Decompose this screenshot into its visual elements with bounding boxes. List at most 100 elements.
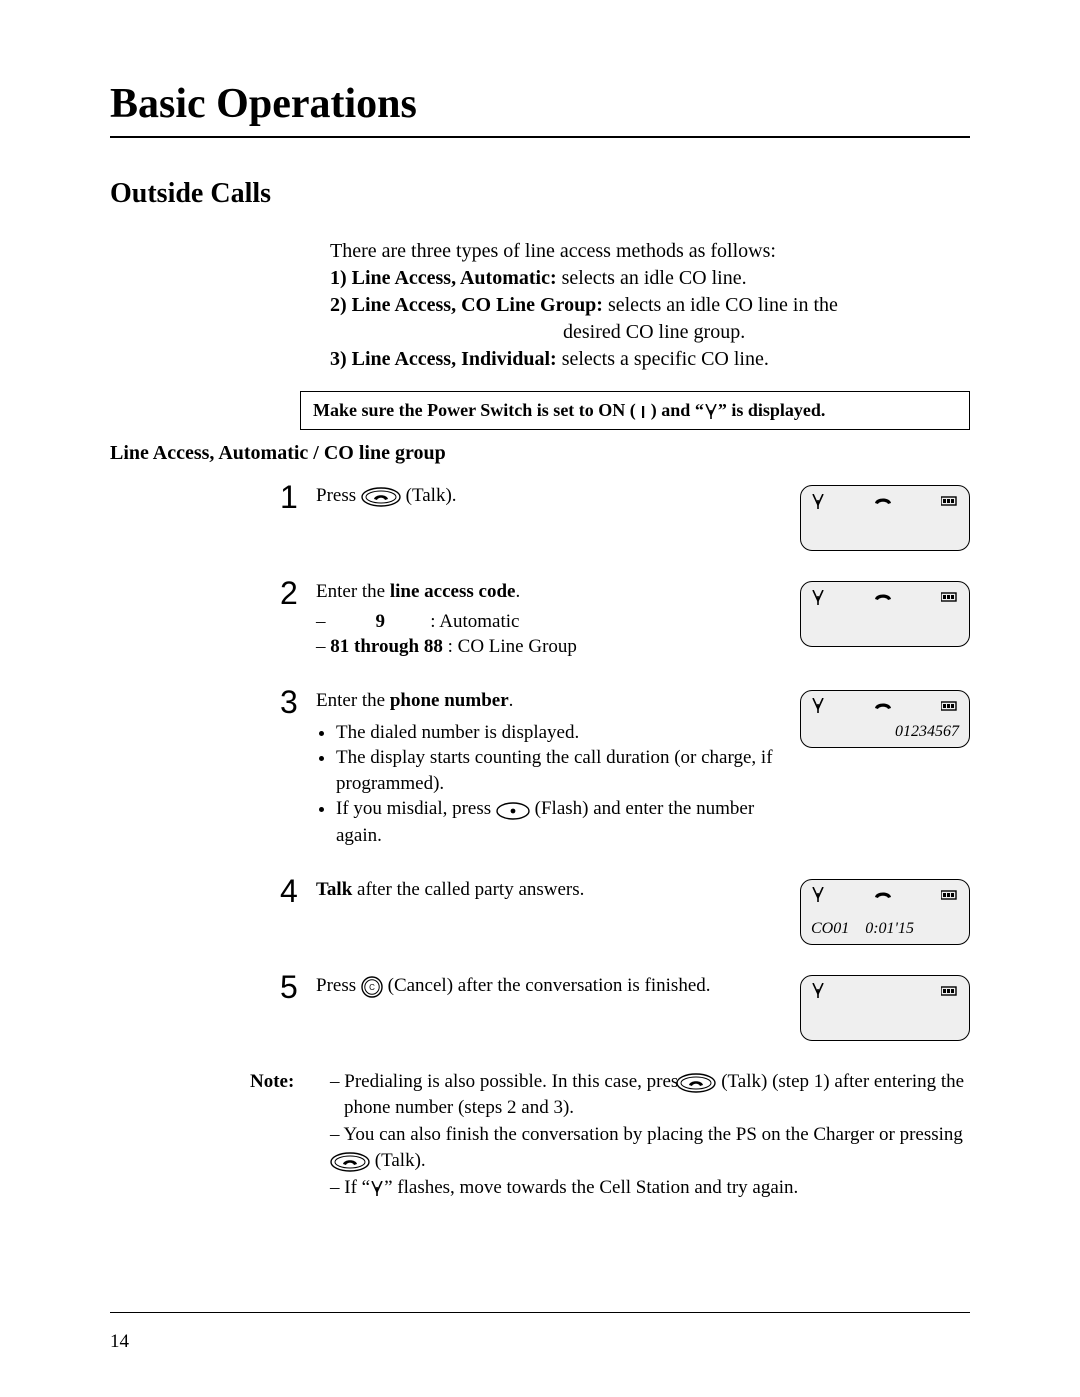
note-2a: – You can also finish the conversation b… <box>330 1124 963 1145</box>
display-step-3: 01234567 <box>800 690 970 748</box>
intro-item-3: 3) Line Access, Individual: selects a sp… <box>330 346 970 373</box>
step-1: 1 Press (Talk). <box>280 483 970 551</box>
step-2-auto-code: 9 <box>330 609 430 635</box>
note-2: – You can also finish the conversation b… <box>330 1122 970 1175</box>
step-3-line1a: Enter the <box>316 690 390 711</box>
footer-rule <box>110 1312 970 1313</box>
power-notice: Make sure the Power Switch is set to ON … <box>300 391 970 430</box>
antenna-icon <box>811 494 825 509</box>
step-2-number: 2 <box>280 577 316 609</box>
step-3-bullet-2: The display starts counting the call dur… <box>336 745 784 796</box>
note-block: Note: – Predialing is also possible. In … <box>250 1069 970 1201</box>
battery-icon <box>941 700 959 712</box>
step-2-line1b: line access code <box>390 581 516 602</box>
battery-icon <box>941 591 959 603</box>
display-step-5 <box>800 975 970 1041</box>
display-line-empty <box>811 1016 959 1036</box>
intro-lead: There are three types of line access met… <box>330 238 970 265</box>
handset-icon <box>873 889 893 901</box>
display-line-empty <box>811 526 959 546</box>
antenna-icon <box>370 1181 384 1196</box>
note-body: – Predialing is also possible. In this c… <box>330 1069 970 1201</box>
battery-icon <box>941 985 959 997</box>
subheading: Line Access, Automatic / CO line group <box>110 442 970 465</box>
page-title: Basic Operations <box>110 80 970 128</box>
display-step-4: CO01 0:01'15 <box>800 879 970 945</box>
step-4-text: Talk after the called party answers. <box>316 877 800 903</box>
display-call-duration: CO01 0:01'15 <box>811 920 959 940</box>
steps-list: 1 Press (Talk). 2 Enter the line access … <box>280 483 970 1041</box>
talk-button-icon <box>361 484 401 510</box>
note-label: Note: <box>250 1069 330 1201</box>
step-4-bold: Talk <box>316 879 352 900</box>
flash-button-icon <box>496 797 530 823</box>
step-3-bullet-1: The dialed number is displayed. <box>336 720 784 746</box>
battery-icon <box>941 495 959 507</box>
handset-icon <box>873 591 893 603</box>
antenna-icon <box>811 590 825 605</box>
step-1-text: Press (Talk). <box>316 483 800 509</box>
step-2-range-b: : CO Line Group <box>443 636 577 657</box>
talk-button-icon <box>344 1148 370 1174</box>
note-2b: (Talk). <box>370 1150 426 1171</box>
intro-item-1-label: 1) Line Access, Automatic: <box>330 267 557 289</box>
handset-icon <box>873 700 893 712</box>
intro-item-2: 2) Line Access, CO Line Group: selects a… <box>330 292 970 346</box>
step-5: 5 Press (Cancel) after the conver­sation… <box>280 973 970 1041</box>
step-5-text: Press (Cancel) after the conver­sation i… <box>316 973 800 999</box>
antenna-icon <box>811 887 825 902</box>
intro-item-1: 1) Line Access, Automatic: selects an id… <box>330 265 970 292</box>
step-3-b3a: If you misdial, press <box>336 798 496 819</box>
step-5-after: (Cancel) after the conver­sation is fini… <box>383 975 711 996</box>
step-3-text: Enter the phone number. The dialed numbe… <box>316 688 800 849</box>
intro-item-3-after: selects a specific CO line. <box>557 348 769 370</box>
display-step-2 <box>800 581 970 647</box>
note-3b: ” flashes, move towards the Cell Station… <box>384 1177 798 1198</box>
step-2: 2 Enter the line access code. – 9: Autom… <box>280 579 970 660</box>
step-2-auto: – 9: Automatic <box>316 609 784 635</box>
step-2-line1a: Enter the <box>316 581 390 602</box>
note-3a: – If “ <box>330 1177 370 1198</box>
step-3-bullet-3: If you misdial, press (Flash) and enter … <box>336 796 784 848</box>
step-1-number: 1 <box>280 481 316 513</box>
antenna-icon <box>811 983 825 998</box>
notice-text-3: ” is displayed. <box>718 400 826 420</box>
step-4: 4 Talk after the called party answers. C… <box>280 877 970 945</box>
intro-item-3-label: 3) Line Access, Individual: <box>330 348 557 370</box>
battery-icon <box>941 889 959 901</box>
intro-item-1-after: selects an idle CO line. <box>557 267 747 289</box>
note-1: – Predialing is also possible. In this c… <box>330 1069 970 1122</box>
step-3: 3 Enter the phone number. The dialed num… <box>280 688 970 849</box>
display-step-1 <box>800 485 970 551</box>
note-3: – If “ ” flashes, move towards the Cell S… <box>330 1175 970 1201</box>
step-4-number: 4 <box>280 875 316 907</box>
display-line-empty <box>811 622 959 642</box>
section-title: Outside Calls <box>110 178 970 210</box>
step-2-range-a: 81 through 88 <box>330 636 443 657</box>
step-3-line1c: . <box>509 690 514 711</box>
step-4-after: after the called party answers. <box>352 879 584 900</box>
talk-button-icon <box>690 1069 716 1095</box>
cancel-button-icon <box>361 973 383 999</box>
note-1a: – Predialing is also possible. In this c… <box>330 1071 690 1092</box>
title-rule <box>110 136 970 138</box>
antenna-icon <box>704 404 718 419</box>
antenna-icon <box>811 698 825 713</box>
step-2-line1c: . <box>515 581 520 602</box>
intro-item-2-after: selects an idle CO line in the <box>603 294 838 316</box>
step-2-text: Enter the line access code. – 9: Automat… <box>316 579 800 660</box>
handset-icon <box>873 495 893 507</box>
step-5-before: Press <box>316 975 361 996</box>
intro-item-2-label: 2) Line Access, CO Line Group: <box>330 294 603 316</box>
step-2-auto-label: : Automatic <box>430 611 519 632</box>
notice-text-1: Make sure the Power Switch is set to ON … <box>313 400 640 420</box>
step-1-after: (Talk). <box>401 485 457 506</box>
step-5-number: 5 <box>280 971 316 1003</box>
intro-block: There are three types of line access met… <box>330 238 970 373</box>
page-number: 14 <box>110 1331 129 1353</box>
step-3-line1b: phone number <box>390 690 509 711</box>
intro-item-2-cont: desired CO line group. <box>330 319 970 346</box>
display-dialed-number: 01234567 <box>811 723 959 743</box>
step-3-number: 3 <box>280 686 316 718</box>
step-2-range: – 81 through 88 : CO Line Group <box>316 634 784 660</box>
